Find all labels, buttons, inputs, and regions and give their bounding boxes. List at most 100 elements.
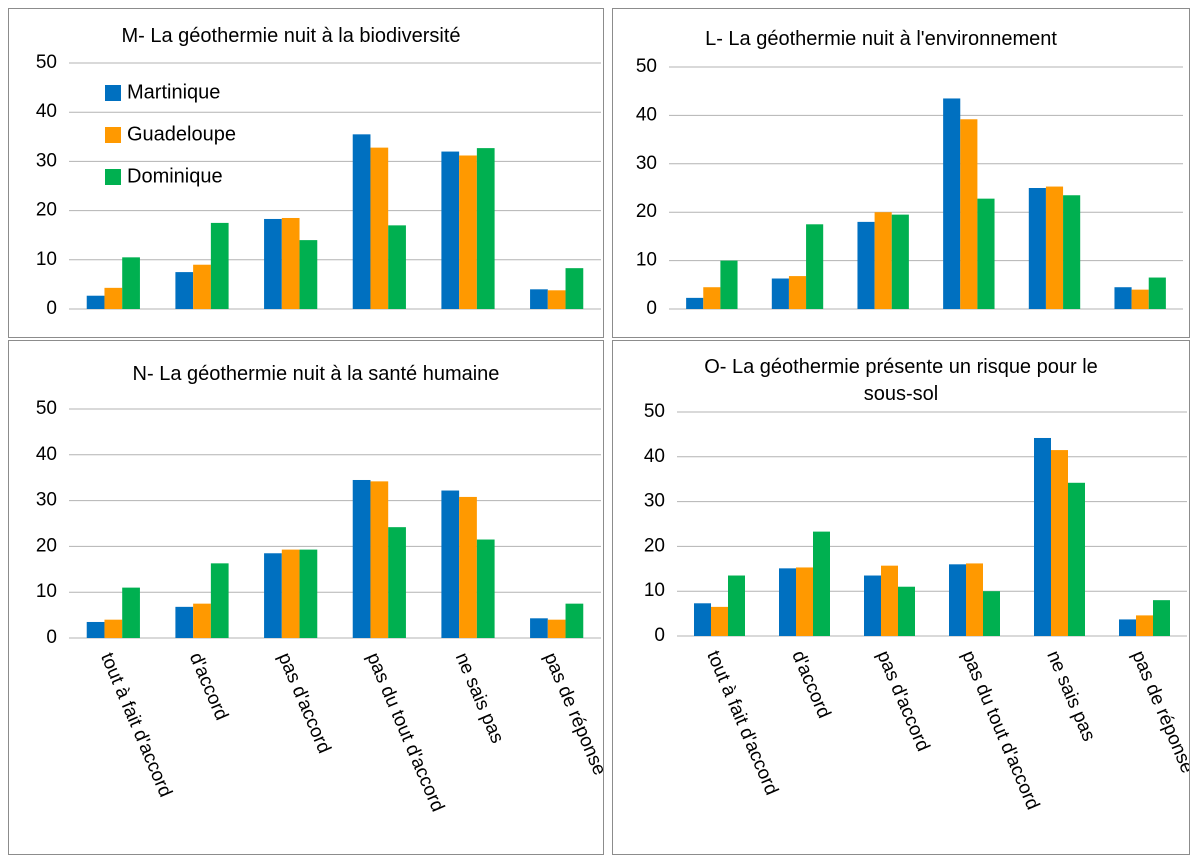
chart-panel: 0 10 20 30 40 50 L- La géothermie nuit à l'env…: [612, 8, 1190, 338]
bar: [806, 224, 824, 309]
bar: [86, 621, 105, 638]
bar: [122, 257, 140, 309]
bar: [1063, 195, 1081, 309]
bar: [779, 568, 796, 636]
y-tick-label: 50: [36, 398, 57, 419]
y-tick-label: 20: [644, 535, 665, 556]
y-tick-label: 0: [654, 625, 665, 646]
y-tick-label: 50: [36, 52, 57, 73]
bar: [1034, 437, 1051, 636]
chart-title: N- La géothermie nuit à la santé humaine: [132, 363, 500, 385]
bar: [388, 527, 406, 638]
bar: [983, 591, 1000, 636]
bar: [210, 222, 229, 309]
bar: [175, 606, 194, 638]
bar: [299, 240, 318, 309]
y-tick-label: 10: [36, 581, 57, 602]
bar: [1148, 277, 1166, 309]
chart-panel: 0 10 20 30 40 50 tout à fait d'accord d'accord p…: [612, 340, 1190, 855]
x-tick-label: pas du tout d'accord: [957, 648, 1043, 813]
chart: 0 10 20 30 40 50 tout à fait d'accord d'accord p…: [644, 401, 1189, 813]
x-tick-label: d'accord: [185, 650, 232, 724]
bar: [881, 565, 898, 636]
bar: [977, 198, 995, 309]
bar: [565, 268, 584, 309]
bar: [122, 587, 140, 638]
bar: [104, 287, 123, 309]
bar: [788, 276, 807, 309]
bar: [210, 563, 229, 638]
bar: [796, 567, 813, 636]
y-tick-label: 30: [636, 153, 657, 174]
bar: [711, 606, 728, 636]
bar: [530, 289, 548, 309]
bar: [264, 553, 282, 638]
bar: [1131, 289, 1149, 309]
bar: [891, 214, 909, 309]
y-tick-label: 30: [644, 491, 665, 512]
x-tick-label: pas de réponse: [539, 650, 603, 779]
bar: [813, 531, 830, 636]
y-tick-label: 40: [36, 101, 57, 122]
bar: [281, 549, 300, 638]
chart: 0 10 20 30 40 50: [636, 56, 1183, 319]
x-tick-label: pas d'accord: [273, 650, 334, 757]
y-tick-label: 30: [36, 150, 57, 171]
y-tick-label: 10: [36, 249, 57, 270]
chart-title: M- La géothermie nuit à la biodiversité: [121, 25, 461, 47]
chart-title: L- La géothermie nuit à l'environnement: [705, 28, 1057, 50]
chart-title: O- La géothermie présente un risque pour…: [704, 356, 1098, 405]
chart-panel: 0 10 20 30 40 50 tout à fait d'accord d'accord p…: [8, 340, 604, 855]
y-tick-label: 50: [644, 401, 665, 422]
bar: [352, 479, 371, 638]
legend-swatch: [105, 127, 121, 143]
bar: [864, 575, 881, 636]
legend-swatch: [105, 169, 121, 185]
bar: [857, 221, 875, 309]
bar: [720, 260, 738, 309]
bar: [370, 481, 389, 638]
y-tick-label: 40: [36, 444, 57, 465]
bar: [565, 603, 584, 638]
bar: [299, 549, 318, 638]
legend-label: Martinique: [127, 81, 220, 103]
bar: [441, 151, 460, 309]
x-tick-label: pas du tout d'accord: [362, 650, 448, 815]
bar: [966, 563, 983, 636]
bar: [193, 264, 211, 309]
y-tick-label: 10: [636, 250, 657, 271]
y-tick-label: 20: [36, 535, 57, 556]
bar: [949, 564, 966, 636]
bar: [943, 98, 961, 310]
bar: [547, 619, 566, 638]
bar: [1051, 450, 1068, 636]
bar: [547, 290, 566, 309]
y-tick-label: 20: [36, 200, 57, 221]
y-tick-label: 30: [36, 490, 57, 511]
bar: [694, 603, 711, 636]
bar: [459, 496, 477, 638]
legend-label: Dominique: [127, 165, 223, 187]
bar: [193, 603, 211, 638]
bar: [86, 295, 105, 309]
bar: [388, 225, 406, 309]
bar: [441, 490, 460, 638]
bar: [104, 619, 123, 638]
x-tick-label: tout à fait d'accord: [702, 648, 782, 799]
bar: [898, 586, 915, 636]
bar: [1153, 600, 1170, 636]
y-tick-label: 40: [636, 104, 657, 125]
x-tick-label: ne sais pas: [1042, 648, 1099, 745]
x-tick-label: tout à fait d'accord: [96, 650, 176, 801]
x-tick-label: d'accord: [787, 648, 834, 722]
bar: [1028, 188, 1046, 309]
legend-label: Guadeloupe: [127, 123, 236, 145]
y-tick-label: 50: [636, 56, 657, 77]
chart-panel: 0 10 20 30 40 50 Martinique Guadeloupe Dominique…: [8, 8, 604, 338]
bar: [530, 618, 548, 638]
chart: 0 10 20 30 40 50 tout à fait d'accord d'accord p…: [36, 398, 603, 815]
bar: [874, 212, 892, 309]
bar: [281, 217, 300, 309]
bar: [459, 155, 477, 309]
y-tick-label: 10: [644, 580, 665, 601]
